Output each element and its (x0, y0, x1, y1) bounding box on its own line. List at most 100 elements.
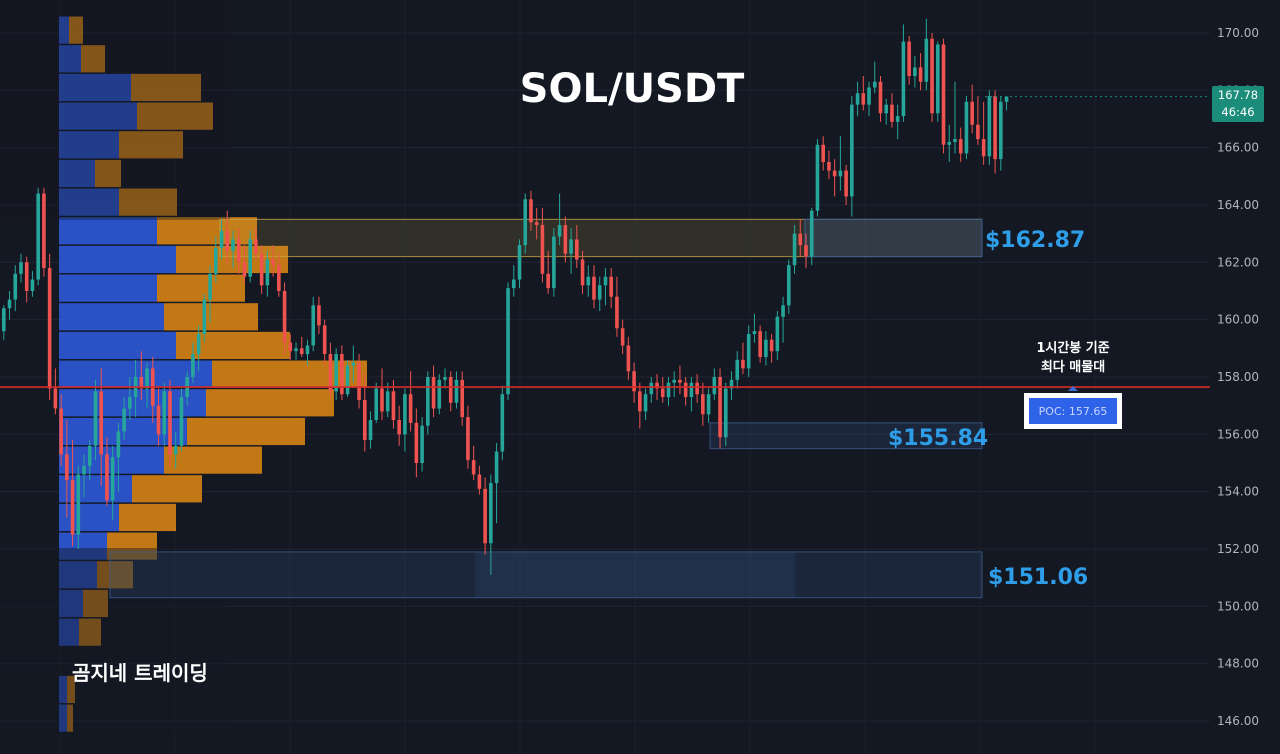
y-tick-label: 158.00 (1217, 370, 1259, 384)
candle-body (179, 397, 184, 446)
candle-body (47, 268, 52, 389)
volume-bar-sell (69, 16, 83, 44)
price-zone (219, 218, 983, 258)
candle-body (958, 139, 963, 154)
volume-bar-sell (212, 360, 367, 388)
candlesticks (2, 18, 1009, 575)
candle-body (351, 362, 356, 366)
volume-bar-sell (119, 131, 183, 159)
y-tick-label: 156.00 (1217, 427, 1259, 441)
volume-bar-buy (59, 274, 157, 302)
candle-body (431, 377, 436, 409)
current-price-value: 167.78 (1217, 88, 1259, 102)
candle-body (420, 425, 424, 463)
volume-bar-buy (59, 561, 97, 589)
volume-bar-sell (67, 704, 73, 732)
candle-body (603, 276, 608, 286)
volume-bar-sell (107, 532, 157, 560)
y-tick-label: 146.00 (1217, 714, 1259, 728)
candle-body (609, 276, 613, 297)
candle-body (122, 408, 126, 432)
candle-body (746, 334, 751, 369)
candle-body (867, 87, 871, 105)
volume-bar-buy (59, 618, 79, 646)
candle-body (254, 239, 258, 254)
y-tick-label: 152.00 (1217, 542, 1259, 556)
candle-body (477, 474, 482, 489)
candle-body (924, 38, 929, 82)
candle-body (718, 377, 722, 438)
candle-body (907, 41, 911, 76)
candle-body (282, 291, 287, 343)
candle-body (855, 93, 860, 105)
candle-body (787, 265, 791, 306)
volume-bar-buy (59, 303, 164, 331)
price-zones: $162.87 $155.84 $151.06 (109, 218, 1088, 599)
volume-bar-buy (59, 16, 69, 44)
candle-body (466, 417, 470, 461)
candle-body (202, 299, 207, 334)
candle-body (678, 379, 682, 383)
candle-body (964, 101, 969, 154)
zone-label: $155.84 (888, 426, 988, 451)
candle-body (930, 38, 934, 114)
candle-body (168, 391, 172, 455)
candle-body (712, 377, 717, 395)
candle-body (248, 239, 252, 277)
candle-body (580, 259, 585, 286)
candle-body (506, 288, 510, 395)
volume-bar-sell (119, 188, 177, 216)
candle-body (219, 230, 224, 248)
y-tick-label: 154.00 (1217, 485, 1259, 499)
candle-body (471, 460, 476, 475)
volume-bar-sell (79, 618, 101, 646)
candle-body (391, 391, 396, 420)
candle-body (454, 379, 459, 403)
candle-body (156, 405, 161, 435)
candle-body (24, 262, 29, 291)
volume-bar-buy (59, 102, 137, 130)
y-tick-label: 160.00 (1217, 313, 1259, 327)
candle-body (941, 44, 946, 145)
volume-bar-sell (131, 73, 201, 102)
volume-bar-buy (59, 532, 107, 560)
candle-body (385, 391, 390, 412)
candle-body (592, 276, 596, 300)
candle-body (632, 371, 636, 392)
candle-body (59, 408, 63, 455)
candle-body (82, 465, 86, 475)
candle-body (827, 162, 831, 171)
candle-body (993, 96, 997, 160)
candle-body (128, 397, 132, 409)
candle-body (2, 308, 6, 332)
candle-body (861, 93, 866, 105)
y-tick-label: 166.00 (1217, 141, 1259, 155)
candle-body (947, 141, 952, 145)
candle-body (723, 388, 728, 438)
candle-body (517, 245, 522, 280)
candle-body (832, 170, 837, 177)
volume-bar-sell (176, 331, 290, 360)
candle-body (277, 265, 281, 291)
candle-body (987, 96, 992, 157)
volume-bar-buy (59, 217, 157, 245)
poc-note-line-2: 최다 매물대 (1040, 360, 1106, 375)
candle-body (638, 391, 642, 412)
candle-body (523, 199, 528, 246)
volume-bar-sell (137, 102, 213, 130)
candle-body (781, 305, 785, 317)
candle-body (271, 259, 275, 266)
candle-body (208, 273, 212, 300)
volume-bar-buy (59, 73, 131, 102)
candle-body (311, 305, 316, 346)
y-tick-label: 170.00 (1217, 26, 1259, 40)
poc-marker (1068, 386, 1078, 392)
candle-body (288, 342, 293, 352)
poc-note-line-1: 1시간봉 기준 (1036, 341, 1110, 356)
candle-body (557, 225, 562, 237)
volume-bar-sell (187, 417, 305, 446)
price-axis[interactable]: 170.00168.00166.00164.00162.00160.00158.… (1217, 26, 1259, 728)
zone-label: $151.06 (988, 565, 1088, 590)
candle-body (935, 44, 940, 114)
candle-body (615, 296, 619, 329)
